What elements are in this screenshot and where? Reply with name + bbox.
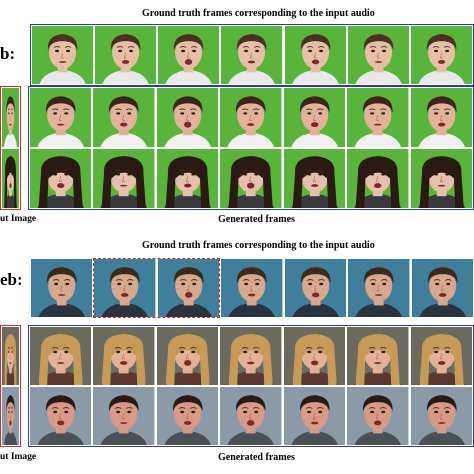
gen-top-woman-frame-3 [156, 149, 219, 208]
gt-bottom-frame-4 [221, 259, 283, 317]
gen-bottom-woman-frame-7 [410, 327, 472, 385]
gen-top-woman-frame-5 [283, 149, 346, 208]
gt-caption-top: Ground truth frames corresponding to the… [142, 8, 375, 19]
gen-top-woman-frame-6 [347, 149, 409, 208]
gen-bottom-man-frame-5 [283, 387, 346, 445]
gen-top-man-frame-1 [30, 88, 92, 147]
generated-frames-bottom [28, 325, 474, 447]
input-image-label-top: ut Image [0, 214, 37, 224]
undefined-1 [2, 149, 19, 208]
gen-bottom-woman-frame-4 [220, 327, 282, 385]
ground-truth-row-top [30, 24, 474, 86]
gen-top-man-frame-3 [156, 88, 219, 147]
input-image-label-bottom: ut Image [0, 452, 37, 462]
gen-bottom-man-frame-2 [93, 387, 155, 445]
gen-bottom-woman-frame-6 [347, 327, 409, 385]
gen-bottom-man-frame-3 [156, 387, 219, 445]
gen-bottom-man-frame-6 [347, 387, 409, 445]
gt-top-frame-3 [158, 26, 220, 84]
undefined-1 [2, 387, 19, 445]
gen-top-woman-frame-7 [410, 149, 472, 208]
gt-caption-bottom: Ground truth frames corresponding to the… [142, 240, 375, 251]
input-image-column-bottom [0, 325, 21, 447]
dataset-label-bottom: eb: [0, 270, 23, 289]
gen-top-woman-frame-2 [93, 149, 155, 208]
gen-top-man-frame-7 [410, 88, 472, 147]
gt-top-frame-4 [221, 26, 283, 84]
gt-top-frame-6 [347, 26, 409, 84]
input-bottom-frame-1 [2, 327, 19, 385]
generated-frames-top [28, 86, 474, 210]
gt-bottom-frame-5 [284, 259, 347, 317]
gt-bottom-frame-7 [411, 259, 473, 317]
generated-caption-top: Generated frames [218, 214, 295, 225]
dataset-label-top: b: [0, 44, 16, 63]
input-image-column-top [0, 86, 21, 210]
ground-truth-row-bottom [30, 258, 474, 318]
gen-top-man-frame-2 [93, 88, 155, 147]
gen-bottom-man-frame-1 [30, 387, 92, 445]
gen-bottom-man-frame-7 [410, 387, 472, 445]
gen-top-woman-frame-4 [220, 149, 282, 208]
generated-caption-bottom: Generated frames [218, 452, 295, 463]
gen-top-man-frame-5 [283, 88, 346, 147]
gt-bottom-frame-2 [94, 259, 156, 317]
gen-bottom-woman-frame-2 [93, 327, 155, 385]
gen-top-woman-frame-1 [30, 149, 92, 208]
gen-top-man-frame-6 [347, 88, 409, 147]
gt-top-frame-1 [32, 26, 94, 84]
gen-bottom-woman-frame-1 [30, 327, 92, 385]
gt-top-frame-5 [284, 26, 346, 84]
gt-bottom-frame-1 [31, 259, 93, 317]
gt-bottom-frame-6 [348, 259, 410, 317]
gt-top-frame-2 [95, 26, 157, 84]
gen-bottom-woman-frame-5 [283, 327, 346, 385]
highlight-dashed-box [93, 258, 221, 318]
gt-top-frame-7 [410, 26, 472, 84]
gen-top-man-frame-4 [220, 88, 282, 147]
gen-bottom-woman-frame-3 [156, 327, 219, 385]
gt-bottom-frame-3 [157, 259, 220, 317]
gen-bottom-man-frame-4 [220, 387, 282, 445]
input-top-frame-1 [2, 88, 19, 147]
